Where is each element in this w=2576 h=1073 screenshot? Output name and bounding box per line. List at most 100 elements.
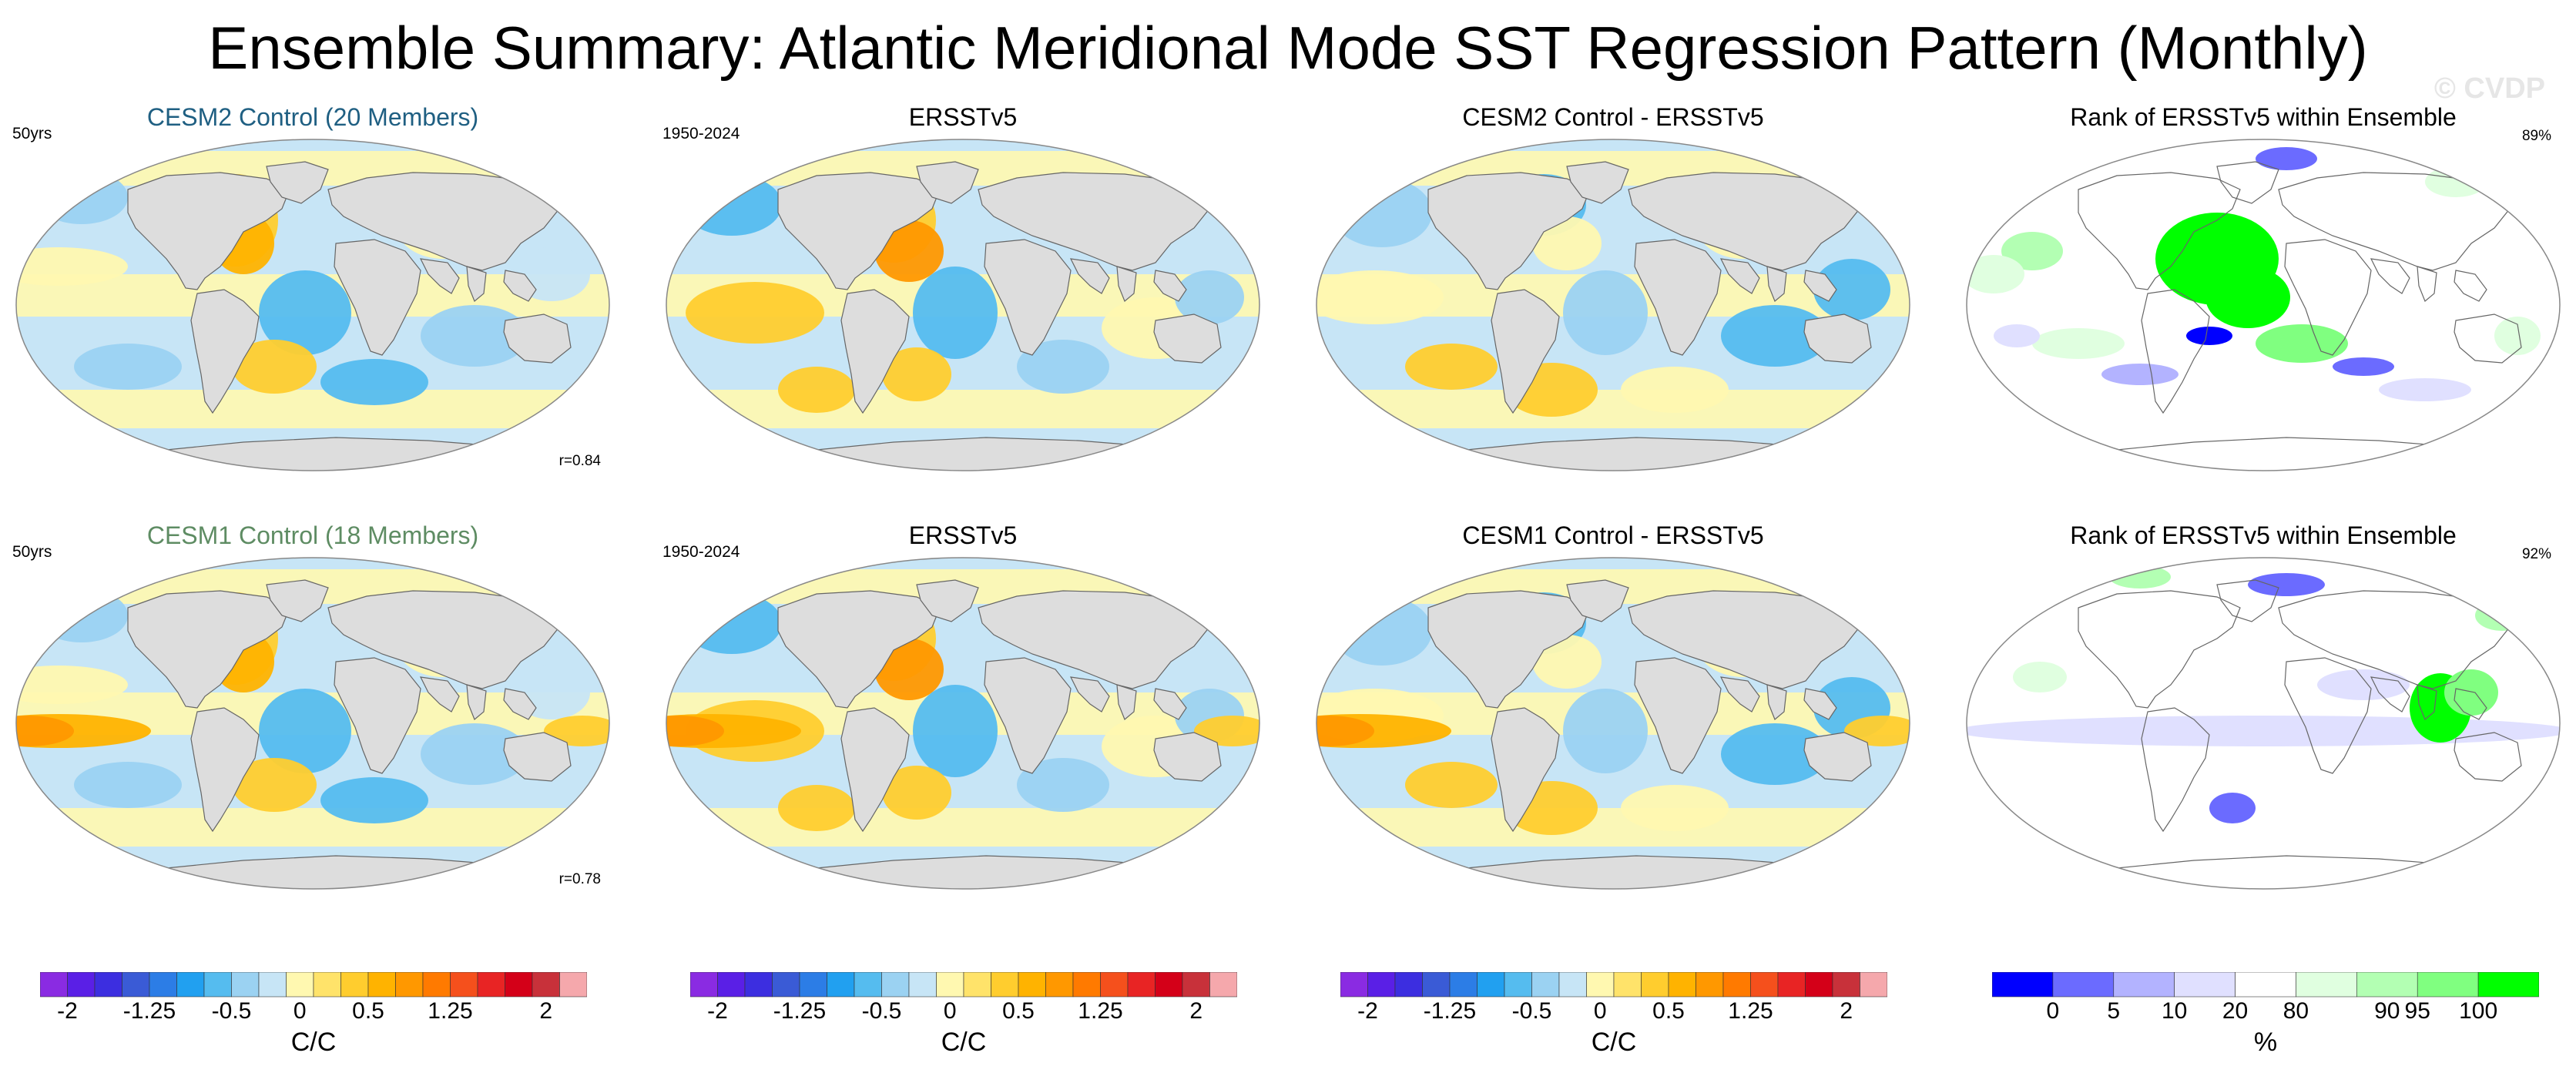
- colorbar-tick-label: -0.5: [1511, 998, 1552, 1024]
- colorbar-swatch: [286, 972, 314, 998]
- colorbar-swatch: [1832, 972, 1860, 998]
- colorbar-swatch: [1100, 972, 1129, 998]
- ocean-field: [16, 139, 609, 471]
- colorbar-swatch: [1668, 972, 1696, 998]
- rank-percent-label: 89%: [2521, 128, 2551, 144]
- colorbar-tick-label: 0: [943, 998, 957, 1024]
- colorbar-swatch: [532, 972, 560, 998]
- colorbar-tick-label: 0: [2046, 998, 2060, 1024]
- colorbar-swatch: [477, 972, 505, 998]
- panel-title: CESM1 Control - ERSSTv5: [1462, 521, 1764, 549]
- colorbar-swatch: [1805, 972, 1833, 998]
- rank-percent-label: 92%: [2521, 546, 2551, 562]
- world-map: [15, 139, 610, 471]
- panel-title: Rank of ERSSTv5 within Ensemble: [2070, 521, 2457, 549]
- colorbar-swatch: [2356, 972, 2418, 998]
- map-panel-diff-row2: CESM1 Control - ERSSTv5: [1313, 520, 1914, 897]
- colorbar-tick-label: 2: [1189, 998, 1203, 1024]
- colorbar-tick-label: 1.25: [1728, 998, 1773, 1024]
- colorbar-swatch: [313, 972, 341, 998]
- colorbar-tick-label: 1.25: [428, 998, 473, 1024]
- colorbar-tick-label: -0.5: [861, 998, 902, 1024]
- colorbar-swatch: [1127, 972, 1156, 998]
- map-panel-model-row1: CESM2 Control (20 Members) 50yrs r=0.84: [12, 102, 613, 479]
- period-label: 50yrs: [12, 125, 52, 143]
- colorbar-swatch: [772, 972, 800, 998]
- world-map: [1316, 557, 1910, 890]
- colorbar-swatch: [908, 972, 937, 998]
- colorbar-tick-label: 80: [2283, 998, 2309, 1024]
- colorbar-swatch: [1531, 972, 1560, 998]
- colorbar-swatch: [1367, 972, 1396, 998]
- colorbar-tick-label: 2: [539, 998, 553, 1024]
- colorbar-rank: [1992, 972, 2539, 998]
- colorbar-swatch: [2417, 972, 2479, 998]
- colorbar-swatch: [1613, 972, 1642, 998]
- colorbar-sst-2: [690, 972, 1237, 998]
- ocean-field: [1317, 139, 1910, 471]
- colorbar-swatch: [1860, 972, 1887, 998]
- colorbar-tick-label: -2: [707, 998, 728, 1024]
- colorbar-swatch: [367, 972, 396, 998]
- colorbar-swatch: [505, 972, 533, 998]
- colorbar-swatch: [1477, 972, 1505, 998]
- colorbar-swatch: [1340, 972, 1368, 998]
- colorbar-swatch: [231, 972, 260, 998]
- colorbar-swatch: [395, 972, 424, 998]
- colorbar-tick-label: 95: [2404, 998, 2430, 1024]
- colorbar-tick-label: -2: [57, 998, 78, 1024]
- pattern-correlation: r=0.78: [558, 871, 601, 887]
- colorbar-swatch: [40, 972, 68, 998]
- ocean-field: [666, 558, 1259, 889]
- colorbar-tick-label: 20: [2222, 998, 2249, 1024]
- colorbar-swatch: [1394, 972, 1423, 998]
- colorbar-unit: C/C: [941, 1028, 987, 1057]
- colorbar-swatch: [991, 972, 1019, 998]
- colorbar-swatch: [176, 972, 205, 998]
- colorbar-swatch: [1018, 972, 1046, 998]
- colorbar-swatch: [744, 972, 773, 998]
- colorbar-swatch: [963, 972, 991, 998]
- colorbar-tick-label: 0.5: [1652, 998, 1685, 1024]
- map-panel-diff-row1: CESM2 Control - ERSSTv5: [1313, 102, 1914, 479]
- colorbar-swatch: [936, 972, 964, 998]
- colorbar-tick-label: 5: [2107, 998, 2121, 1024]
- colorbar-swatch: [2477, 972, 2539, 998]
- world-map: [1966, 557, 2561, 890]
- colorbar-swatch: [122, 972, 150, 998]
- panel-title: CESM2 Control (20 Members): [146, 103, 479, 131]
- ocean-field: [666, 139, 1259, 471]
- colorbar-swatch: [2235, 972, 2296, 998]
- colorbar-swatch: [1777, 972, 1806, 998]
- ocean-field: [1317, 558, 1910, 889]
- colorbar-swatch: [1422, 972, 1451, 998]
- colorbar-swatch: [340, 972, 369, 998]
- colorbar-tick-label: 0.5: [1002, 998, 1035, 1024]
- world-map: [1316, 139, 1910, 471]
- colorbar-swatch: [1504, 972, 1532, 998]
- colorbar-unit: %: [2253, 1028, 2278, 1057]
- colorbar-tick-label: -2: [1357, 998, 1378, 1024]
- colorbar-tick-label: 0: [1593, 998, 1607, 1024]
- colorbar-sst-1: [40, 972, 587, 998]
- colorbar-swatch: [690, 972, 718, 998]
- map-panel-rank-row1: Rank of ERSSTv5 within Ensemble 89%: [1963, 102, 2564, 479]
- colorbar-swatch: [67, 972, 96, 998]
- world-map: [666, 557, 1260, 890]
- panel-title: CESM2 Control - ERSSTv5: [1462, 103, 1764, 131]
- colorbar-swatch: [1155, 972, 1183, 998]
- colorbar-tick-label: 0: [293, 998, 307, 1024]
- colorbar-tick-label: 0.5: [352, 998, 384, 1024]
- colorbar-sst-3: [1340, 972, 1887, 998]
- colorbar-swatch: [2113, 972, 2175, 998]
- colorbar-swatch: [1449, 972, 1478, 998]
- panel-title: ERSSTv5: [908, 103, 1018, 131]
- colorbar-swatch: [1182, 972, 1210, 998]
- colorbar-swatch: [2296, 972, 2357, 998]
- colorbar-swatch: [559, 972, 587, 998]
- colorbar-swatch: [1750, 972, 1779, 998]
- colorbar-swatch: [422, 972, 451, 998]
- colorbar-swatch: [203, 972, 232, 998]
- world-map: [15, 557, 610, 890]
- colorbar-swatch: [827, 972, 855, 998]
